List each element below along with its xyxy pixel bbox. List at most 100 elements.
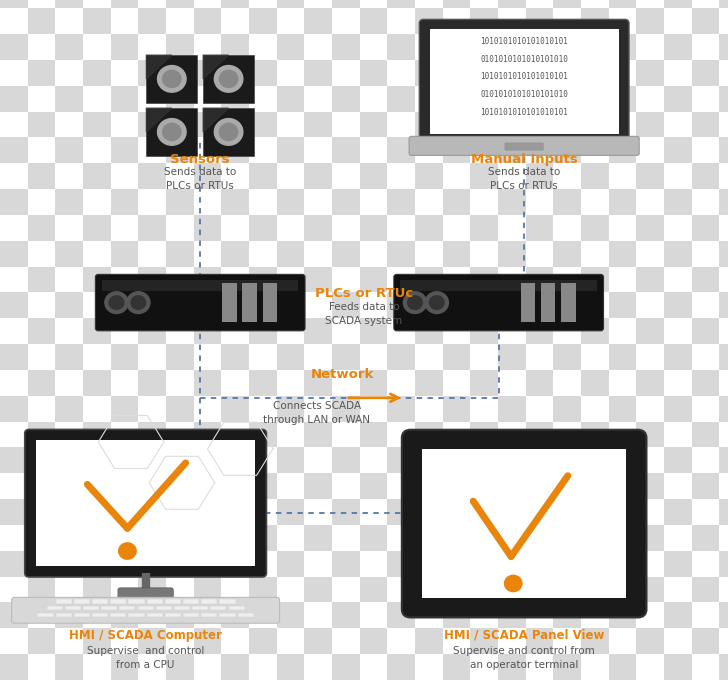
Bar xyxy=(387,344,415,370)
Bar xyxy=(201,613,217,617)
Bar xyxy=(470,0,498,8)
Bar xyxy=(664,86,692,112)
Bar xyxy=(387,654,415,680)
Bar xyxy=(415,292,443,318)
Bar xyxy=(719,577,728,602)
Text: PLCs or RTUc: PLCs or RTUc xyxy=(315,287,413,300)
Bar xyxy=(332,241,360,267)
Bar xyxy=(526,8,553,34)
Bar xyxy=(581,34,609,60)
Bar xyxy=(221,8,249,34)
Bar xyxy=(664,241,692,267)
Bar xyxy=(28,241,55,267)
Bar xyxy=(443,292,470,318)
Bar xyxy=(194,112,221,137)
Bar xyxy=(636,60,664,86)
Bar xyxy=(83,370,111,396)
Bar xyxy=(304,34,332,60)
Text: Network: Network xyxy=(310,368,374,381)
Bar xyxy=(415,551,443,577)
Bar xyxy=(609,241,636,267)
Bar xyxy=(360,577,387,602)
Bar xyxy=(138,163,166,189)
Bar xyxy=(249,628,277,654)
Bar xyxy=(526,318,553,344)
Bar xyxy=(28,215,55,241)
Bar xyxy=(166,525,194,551)
Bar xyxy=(609,577,636,602)
Bar xyxy=(194,0,221,8)
Bar xyxy=(636,34,664,60)
Bar xyxy=(526,86,553,112)
Bar xyxy=(332,396,360,422)
Bar xyxy=(332,60,360,86)
Bar xyxy=(0,499,28,525)
Bar xyxy=(221,86,249,112)
Bar xyxy=(387,370,415,396)
Bar xyxy=(277,499,304,525)
Bar xyxy=(636,551,664,577)
Bar xyxy=(0,241,28,267)
Bar xyxy=(636,602,664,628)
Bar xyxy=(111,577,138,602)
Text: Sends data to
PLCs or RTUs: Sends data to PLCs or RTUs xyxy=(488,167,561,190)
Bar xyxy=(443,137,470,163)
Bar xyxy=(719,344,728,370)
Bar xyxy=(221,473,249,499)
Bar xyxy=(581,267,609,292)
Bar xyxy=(719,602,728,628)
Bar xyxy=(719,241,728,267)
Bar xyxy=(166,499,194,525)
Bar xyxy=(553,551,581,577)
Bar xyxy=(470,8,498,34)
Bar xyxy=(138,344,166,370)
Bar xyxy=(55,163,83,189)
Bar xyxy=(74,613,90,617)
Bar xyxy=(719,112,728,137)
Bar xyxy=(138,447,166,473)
Bar xyxy=(609,0,636,8)
Bar xyxy=(332,189,360,215)
Bar xyxy=(249,525,277,551)
Bar xyxy=(111,654,138,680)
Circle shape xyxy=(131,296,146,309)
Bar xyxy=(55,525,83,551)
Bar xyxy=(609,499,636,525)
Bar xyxy=(498,499,526,525)
Bar xyxy=(221,215,249,241)
Bar xyxy=(360,628,387,654)
Bar xyxy=(138,607,154,611)
Bar xyxy=(138,292,166,318)
Bar xyxy=(83,551,111,577)
FancyBboxPatch shape xyxy=(203,108,254,156)
Bar xyxy=(138,473,166,499)
Bar xyxy=(581,189,609,215)
Bar xyxy=(581,396,609,422)
Bar xyxy=(470,577,498,602)
Bar xyxy=(277,86,304,112)
Bar xyxy=(332,447,360,473)
Bar xyxy=(83,112,111,137)
Text: Sends data to
PLCs or RTUs: Sends data to PLCs or RTUs xyxy=(164,167,237,190)
Bar xyxy=(498,318,526,344)
Bar xyxy=(581,0,609,8)
Bar xyxy=(636,370,664,396)
Bar xyxy=(526,422,553,447)
Bar xyxy=(138,654,166,680)
Bar xyxy=(277,654,304,680)
Bar xyxy=(636,86,664,112)
Bar xyxy=(692,189,719,215)
Bar xyxy=(470,137,498,163)
Bar xyxy=(101,607,117,611)
Bar xyxy=(28,499,55,525)
Bar xyxy=(111,396,138,422)
Bar xyxy=(277,137,304,163)
Circle shape xyxy=(219,123,238,141)
Bar xyxy=(526,137,553,163)
Bar xyxy=(249,137,277,163)
Bar xyxy=(221,318,249,344)
Bar xyxy=(83,654,111,680)
Bar xyxy=(111,86,138,112)
Bar xyxy=(147,600,163,604)
Bar xyxy=(56,613,71,617)
